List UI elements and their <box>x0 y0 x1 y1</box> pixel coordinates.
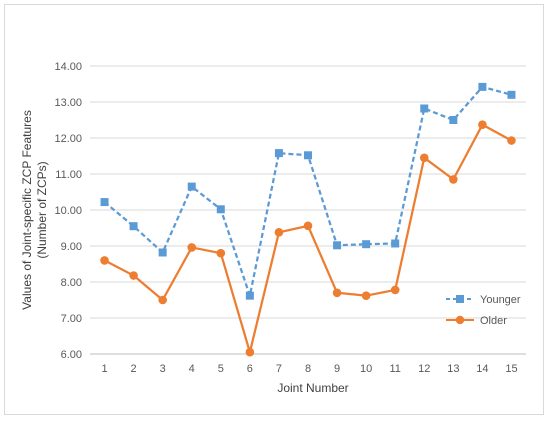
data-point <box>274 149 283 158</box>
legend-older-marker <box>455 315 465 325</box>
data-point <box>216 248 226 258</box>
data-point <box>245 347 255 357</box>
data-point <box>245 291 254 300</box>
data-point <box>129 222 138 231</box>
x-tick-label: 4 <box>189 363 195 375</box>
data-point <box>449 116 458 124</box>
data-point <box>187 182 196 191</box>
data-point <box>507 136 516 145</box>
x-tick-label: 7 <box>276 363 282 375</box>
data-point <box>158 248 167 257</box>
x-tick-label: 9 <box>334 363 340 375</box>
x-tick-label: 10 <box>360 363 372 375</box>
x-tick-label: 14 <box>476 363 488 375</box>
x-tick-label: 5 <box>218 363 224 375</box>
x-tick-label: 2 <box>131 363 137 375</box>
data-point <box>390 285 400 295</box>
data-point <box>361 291 371 300</box>
data-point <box>129 271 138 280</box>
series-older <box>100 120 516 357</box>
data-point <box>419 153 429 163</box>
data-point <box>158 295 167 305</box>
data-point <box>304 151 312 160</box>
data-point <box>216 205 225 214</box>
legend: Younger Older <box>446 294 521 327</box>
series-layer <box>100 82 516 357</box>
legend-younger-label: Younger <box>480 294 521 306</box>
y-tick-label: 13.00 <box>54 97 82 109</box>
legend-item-younger: Younger <box>446 294 521 306</box>
data-point <box>333 241 342 250</box>
data-point <box>362 240 371 249</box>
x-tick-label: 6 <box>247 363 253 375</box>
legend-item-older: Older <box>446 315 507 327</box>
y-tick-label: 6.00 <box>61 349 82 361</box>
data-point <box>303 221 313 231</box>
y-tick-label: 9.00 <box>61 241 82 253</box>
gridlines <box>90 65 526 355</box>
y-axis-title-line-1: Values of Joint-specific ZCP Features <box>20 110 34 310</box>
data-point <box>100 198 109 207</box>
x-tick-label: 11 <box>389 363 400 375</box>
data-point <box>274 228 284 237</box>
y-tick-label: 12.00 <box>54 133 82 145</box>
y-tick-label: 8.00 <box>61 277 82 289</box>
data-point <box>100 256 109 265</box>
data-point <box>478 82 487 91</box>
y-tick-label: 10.00 <box>54 205 82 217</box>
series-younger <box>100 82 516 300</box>
y-axis-ticks: 6.00 7.00 8.00 9.00 10.00 11.00 12.00 13.00 14.0… <box>54 61 82 361</box>
x-tick-label: 8 <box>305 363 311 375</box>
data-point <box>478 120 487 129</box>
x-tick-label: 3 <box>160 363 166 375</box>
legend-younger-marker <box>456 295 464 303</box>
y-tick-label: 11.00 <box>55 169 82 181</box>
legend-older-label: Older <box>480 315 507 327</box>
x-axis-ticks: 1 2 3 4 5 6 7 8 9 10 11 12 13 14 15 <box>101 363 517 375</box>
data-point <box>391 239 400 248</box>
y-tick-label: 14.00 <box>54 61 82 73</box>
y-tick-label: 7.00 <box>61 313 82 325</box>
y-axis-title-line-2: (Number of ZCPs) <box>35 161 49 258</box>
data-point <box>420 104 429 113</box>
data-point <box>449 175 458 184</box>
x-tick-label: 15 <box>505 363 517 375</box>
x-tick-label: 12 <box>418 363 430 375</box>
data-point <box>507 90 516 99</box>
data-point <box>187 243 197 252</box>
x-axis-title: Joint Number <box>277 381 348 395</box>
data-point <box>332 288 342 298</box>
x-tick-label: 13 <box>447 363 459 375</box>
y-axis-title: Values of Joint-specific ZCP Features (N… <box>20 110 49 310</box>
x-tick-label: 1 <box>101 363 107 375</box>
